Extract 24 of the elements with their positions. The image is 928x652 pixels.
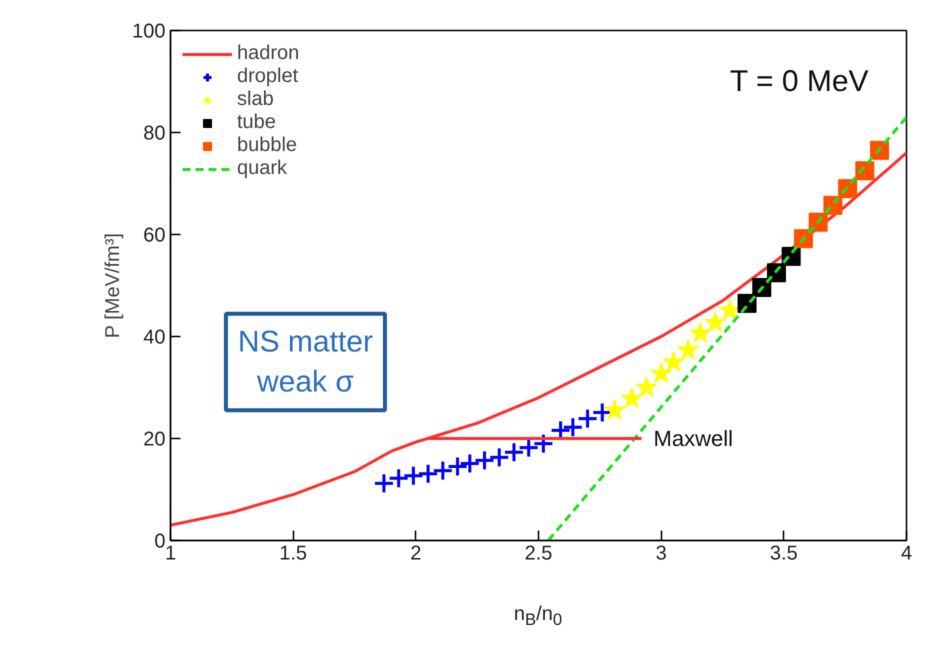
x-tick-label: 3 xyxy=(656,542,667,564)
annotation: Maxwell xyxy=(654,426,734,451)
legend-label: bubble xyxy=(237,134,298,157)
annotation: T = 0 MeV xyxy=(730,65,869,98)
y-tick-label: 60 xyxy=(143,224,166,246)
y-tick-label: 20 xyxy=(143,428,166,450)
x-tick-label: 3.5 xyxy=(770,542,798,564)
legend-label: tube xyxy=(237,111,276,134)
legend-label: quark xyxy=(237,157,288,180)
annotation: NS matter weak σ xyxy=(238,326,373,398)
legend-label: droplet xyxy=(237,65,298,88)
x-axis-title: n$_{B}$/n$_{0}$ xyxy=(514,602,562,631)
x-tick-label: 2.5 xyxy=(524,542,552,564)
y-tick-label: 40 xyxy=(143,326,166,348)
x-tick-label: 1 xyxy=(164,542,176,564)
legend-label: hadron xyxy=(237,42,300,65)
y-tick-label: 100 xyxy=(132,20,166,42)
x-tick-label: 1.5 xyxy=(279,542,308,564)
x-tick-label: 2 xyxy=(410,542,422,564)
y-tick-label: 0 xyxy=(154,530,166,552)
y-axis-title: P [MeV/fm³] xyxy=(102,233,124,338)
legend-label: slab xyxy=(237,88,274,111)
y-tick-label: 80 xyxy=(143,122,166,144)
x-tick-label: 4 xyxy=(900,542,912,564)
